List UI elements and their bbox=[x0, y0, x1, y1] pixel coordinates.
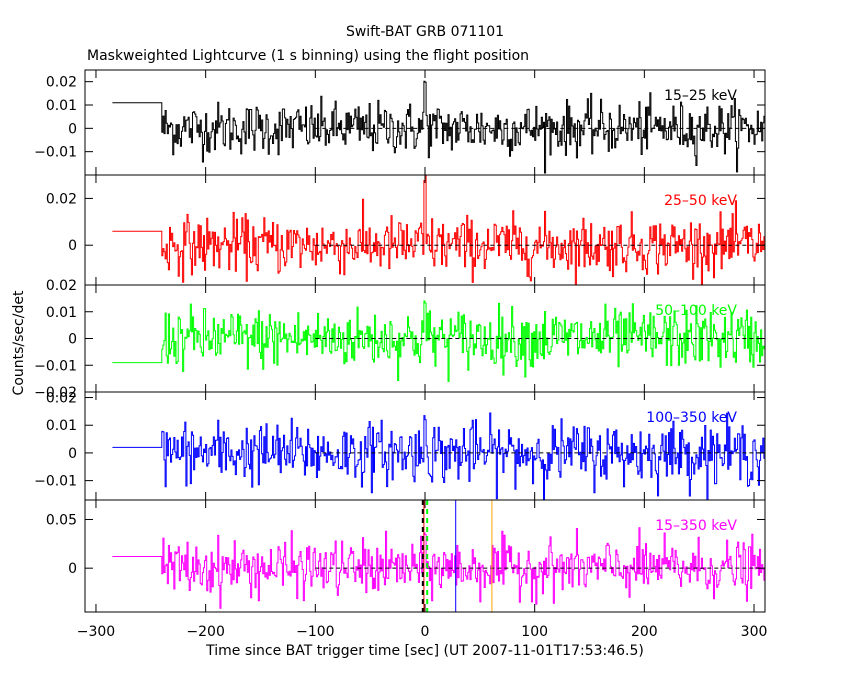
band-label: 15–350 keV bbox=[655, 518, 737, 534]
y-tick-label: 0.01 bbox=[46, 305, 77, 321]
y-tick-label: 0 bbox=[68, 121, 77, 137]
y-tick-label: 0.01 bbox=[46, 418, 77, 434]
y-tick-label: −0.02 bbox=[34, 385, 77, 401]
x-tick-label: 200 bbox=[631, 624, 658, 640]
x-tick-label: −300 bbox=[77, 624, 115, 640]
band-label: 25–50 keV bbox=[664, 193, 737, 209]
series-line bbox=[112, 80, 765, 174]
y-axis-label: Counts/sec/det bbox=[11, 290, 27, 395]
y-tick-label: −0.01 bbox=[34, 358, 77, 374]
y-tick-label: 0 bbox=[68, 561, 77, 577]
y-tick-label: −0.01 bbox=[34, 474, 77, 490]
x-tick-label: 0 bbox=[421, 624, 430, 640]
panels-group: −0.01 0 0.01 0.02 15–25 keV 0 0.02 25–50 keV −0.… bbox=[34, 69, 768, 640]
series-line bbox=[112, 175, 765, 285]
y-tick-label: 0.02 bbox=[46, 278, 77, 294]
series-line bbox=[112, 300, 765, 382]
y-tick-label: −0.01 bbox=[34, 145, 77, 161]
x-axis-label: Time since BAT trigger time [sec] (UT 20… bbox=[205, 643, 644, 659]
y-tick-label: 0 bbox=[68, 446, 77, 462]
y-tick-label: 0 bbox=[68, 332, 77, 348]
y-tick-label: 0.01 bbox=[46, 98, 77, 114]
panel-3: −0.02 −0.01 0 0.01 0.02 50–100 keV bbox=[34, 278, 766, 401]
x-tick-label: 300 bbox=[741, 624, 768, 640]
chart-title: Swift-BAT GRB 071101 bbox=[346, 24, 504, 40]
panel-5: 0 0.05 15–350 keV bbox=[46, 499, 766, 613]
series-line bbox=[112, 527, 765, 609]
band-label: 100–350 keV bbox=[646, 410, 737, 426]
series-line bbox=[112, 412, 765, 500]
y-tick-label: 0.02 bbox=[46, 191, 77, 207]
y-tick-label: 0.05 bbox=[46, 512, 77, 528]
chart-subtitle: Maskweighted Lightcurve (1 s binning) us… bbox=[87, 48, 529, 64]
panel-1: −0.01 0 0.01 0.02 15–25 keV bbox=[34, 69, 766, 176]
y-tick-label: 0 bbox=[68, 238, 77, 254]
panel-2: 0 0.02 25–50 keV bbox=[46, 174, 766, 286]
x-tick-label: −200 bbox=[186, 624, 224, 640]
band-label: 50–100 keV bbox=[655, 303, 737, 319]
x-tick-label: 100 bbox=[521, 624, 548, 640]
panel-4: −0.01 0 0.01 0.02 100–350 keV bbox=[34, 391, 766, 501]
y-tick-label: 0.02 bbox=[46, 391, 77, 407]
x-tick-label: −100 bbox=[296, 624, 334, 640]
panel-frame bbox=[84, 69, 766, 176]
band-label: 15–25 keV bbox=[664, 88, 737, 104]
y-tick-label: 0.02 bbox=[46, 75, 77, 91]
